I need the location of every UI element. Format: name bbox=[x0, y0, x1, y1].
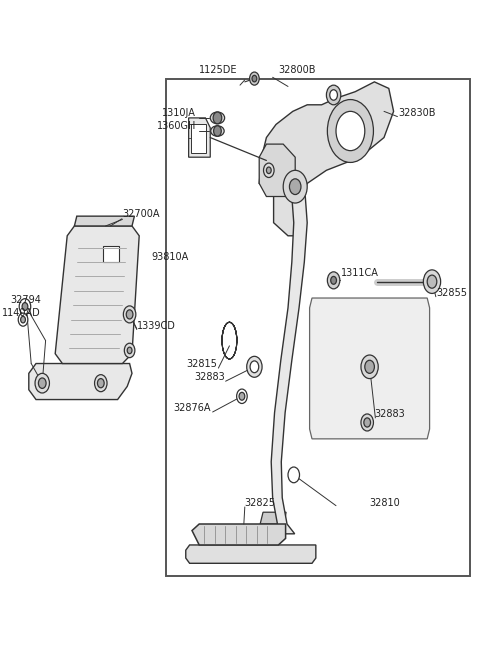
Polygon shape bbox=[271, 183, 307, 534]
Circle shape bbox=[327, 272, 340, 289]
Circle shape bbox=[289, 179, 301, 195]
Text: 32876A: 32876A bbox=[174, 403, 211, 413]
Text: 1310JA: 1310JA bbox=[162, 108, 196, 118]
Circle shape bbox=[95, 375, 107, 392]
Circle shape bbox=[214, 126, 221, 136]
Circle shape bbox=[252, 75, 257, 82]
Circle shape bbox=[250, 361, 259, 373]
Polygon shape bbox=[259, 82, 394, 236]
Circle shape bbox=[336, 111, 365, 151]
Polygon shape bbox=[186, 545, 316, 563]
Circle shape bbox=[38, 378, 46, 388]
Text: 1125DE: 1125DE bbox=[199, 66, 238, 75]
Circle shape bbox=[123, 306, 136, 323]
Circle shape bbox=[237, 389, 247, 403]
Circle shape bbox=[19, 299, 31, 314]
Circle shape bbox=[22, 303, 28, 310]
Circle shape bbox=[283, 170, 307, 203]
Text: 32815: 32815 bbox=[187, 359, 217, 369]
Polygon shape bbox=[260, 512, 286, 524]
Circle shape bbox=[21, 316, 25, 323]
Polygon shape bbox=[310, 298, 430, 439]
Circle shape bbox=[247, 356, 262, 377]
Circle shape bbox=[423, 270, 441, 293]
Text: 1140AD: 1140AD bbox=[2, 308, 41, 318]
Circle shape bbox=[97, 379, 104, 388]
Text: 32830B: 32830B bbox=[398, 108, 436, 118]
Polygon shape bbox=[259, 144, 295, 196]
Polygon shape bbox=[189, 118, 210, 157]
Circle shape bbox=[330, 90, 337, 100]
Circle shape bbox=[250, 72, 259, 85]
Circle shape bbox=[126, 310, 133, 319]
Circle shape bbox=[288, 467, 300, 483]
Circle shape bbox=[364, 418, 371, 427]
Circle shape bbox=[18, 313, 28, 326]
Text: 32794: 32794 bbox=[10, 295, 41, 305]
Bar bbox=[166, 79, 470, 576]
Ellipse shape bbox=[210, 112, 225, 124]
Text: 32700A: 32700A bbox=[122, 210, 160, 219]
Circle shape bbox=[326, 85, 341, 105]
Text: 32825: 32825 bbox=[245, 498, 276, 508]
Circle shape bbox=[266, 167, 271, 174]
Text: 1339CD: 1339CD bbox=[137, 321, 176, 331]
Circle shape bbox=[213, 112, 222, 124]
Text: 32883: 32883 bbox=[374, 409, 405, 419]
Circle shape bbox=[124, 343, 135, 358]
Polygon shape bbox=[103, 246, 119, 262]
Circle shape bbox=[361, 355, 378, 379]
Polygon shape bbox=[29, 364, 132, 400]
Polygon shape bbox=[191, 124, 206, 153]
Circle shape bbox=[327, 100, 373, 162]
Circle shape bbox=[239, 392, 245, 400]
Circle shape bbox=[127, 347, 132, 354]
Text: 32883: 32883 bbox=[194, 372, 225, 382]
Circle shape bbox=[365, 360, 374, 373]
Circle shape bbox=[427, 275, 437, 288]
Text: 32800B: 32800B bbox=[278, 66, 316, 75]
Polygon shape bbox=[74, 216, 134, 226]
Circle shape bbox=[35, 373, 49, 393]
Text: 1311CA: 1311CA bbox=[341, 269, 379, 278]
Polygon shape bbox=[192, 524, 286, 545]
Circle shape bbox=[264, 163, 274, 178]
Text: 32855: 32855 bbox=[437, 288, 468, 298]
Text: 93810A: 93810A bbox=[151, 252, 189, 262]
Circle shape bbox=[331, 276, 336, 284]
Text: 1360GH: 1360GH bbox=[156, 121, 196, 131]
Circle shape bbox=[361, 414, 373, 431]
Ellipse shape bbox=[211, 126, 224, 136]
Polygon shape bbox=[55, 226, 139, 364]
Text: 32810: 32810 bbox=[370, 498, 400, 508]
